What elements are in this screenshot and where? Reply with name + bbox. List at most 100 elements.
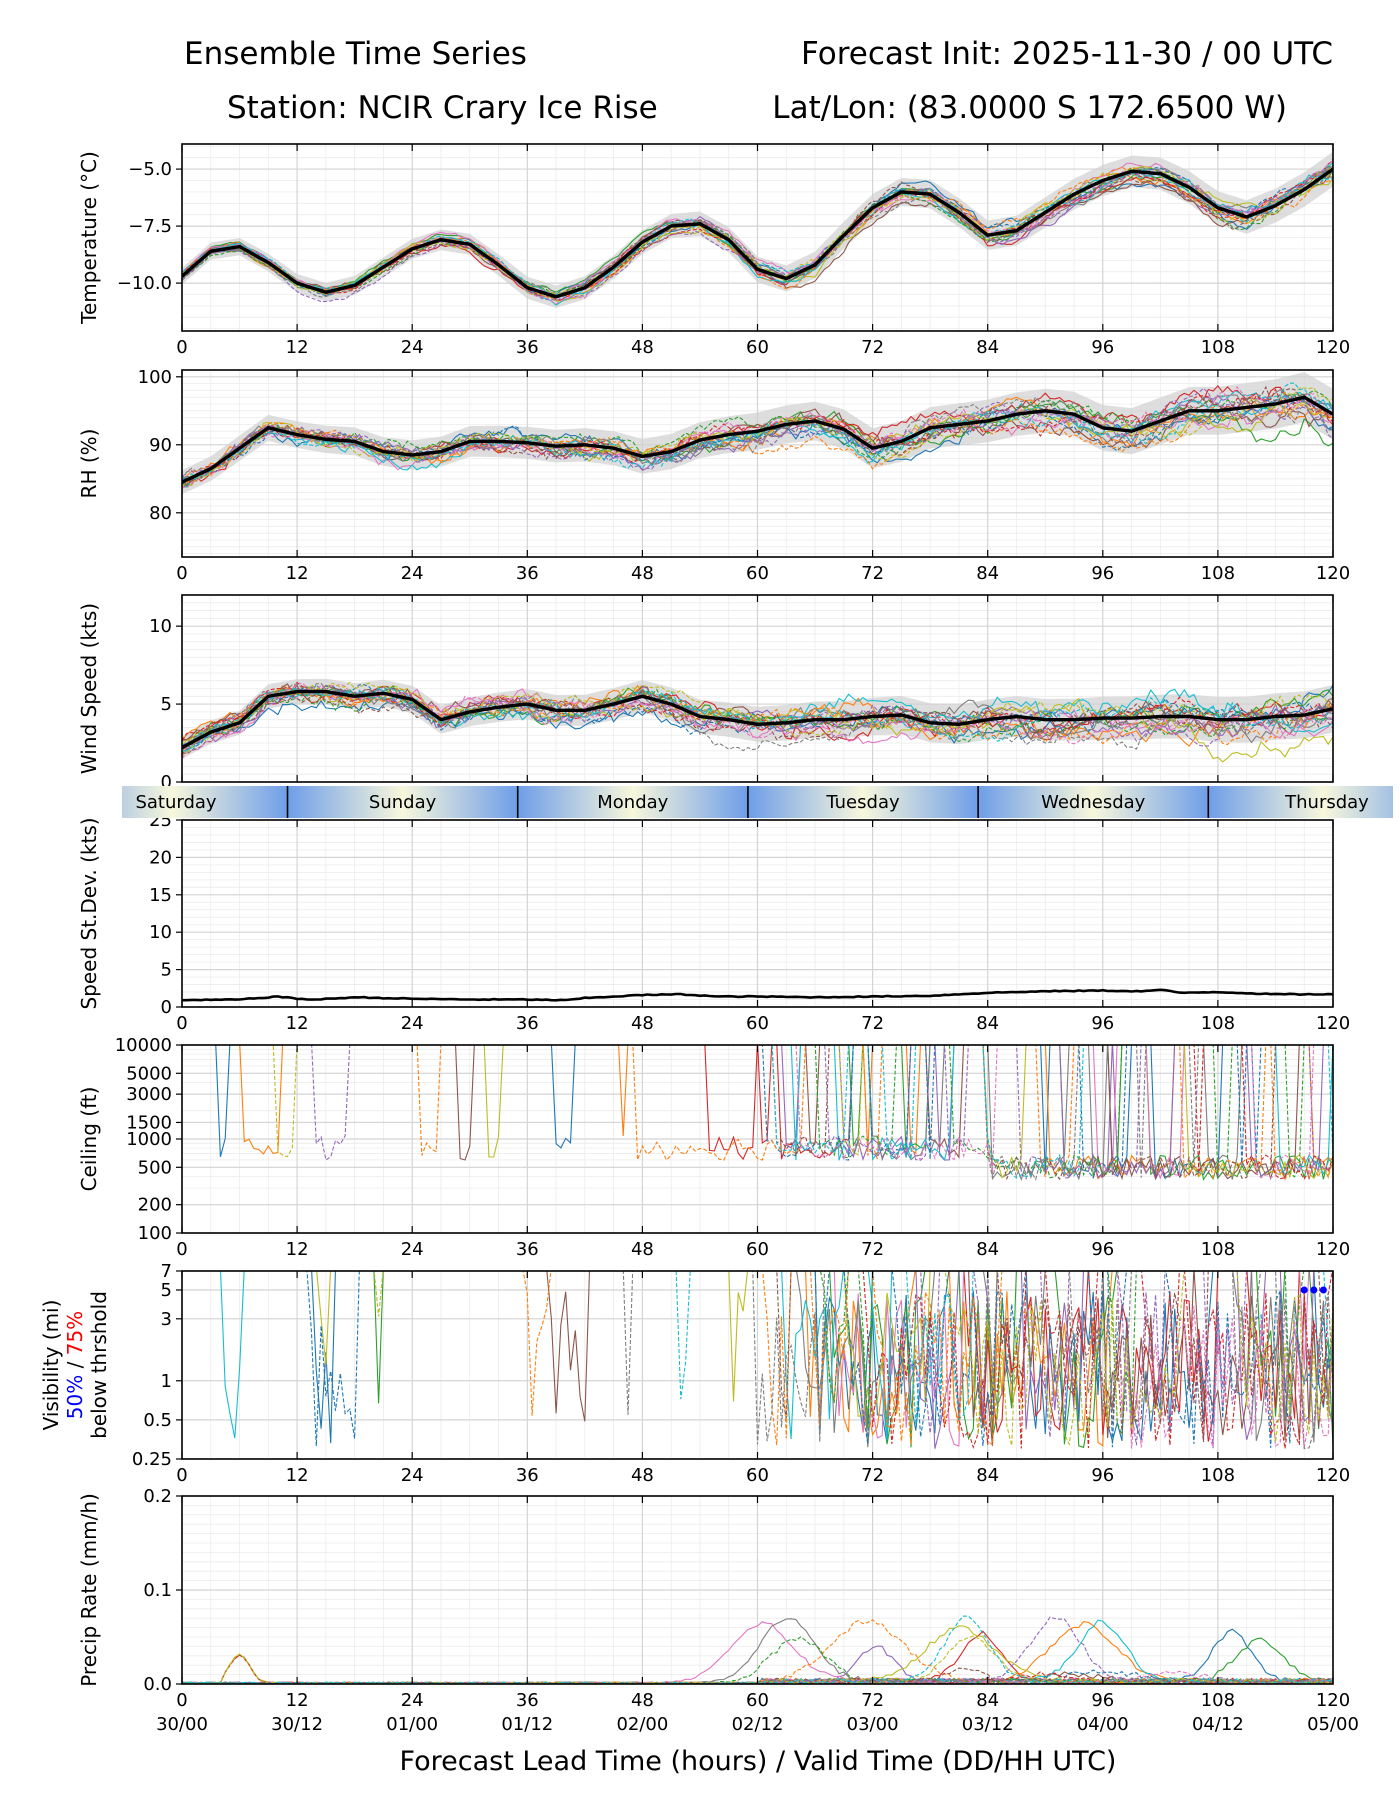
y-axis-label: Temperature (°C) xyxy=(77,151,101,325)
x-tick-label: 120 xyxy=(1316,1239,1350,1260)
member-line xyxy=(373,1271,1333,1447)
x-axis-label: Forecast Lead Time (hours) / Valid Time … xyxy=(400,1746,1117,1777)
y-tick-label: 5 xyxy=(161,1280,172,1301)
panel-rh: 0 12 24 36 48 60 72 84 96 108 120 80 90 100 RH (%) xyxy=(77,367,1350,584)
member-line xyxy=(416,1045,1333,1181)
member-line xyxy=(920,1271,1248,1449)
panel-ceiling: 0 12 24 36 48 60 72 84 96 108 120 100 200 500 10001500… xyxy=(77,1035,1350,1260)
threshold-marker xyxy=(1300,1286,1308,1294)
plot-area-visibility xyxy=(220,1271,1333,1450)
title-right-2: Lat/Lon: (83.0000 S 172.6500 W) xyxy=(772,90,1287,126)
x-tick-label: 120 xyxy=(1316,1690,1350,1711)
panel-visibility: 0 12 24 36 48 60 72 84 96 108 120 0.25 0.5 1 3 57 Visibi… xyxy=(39,1261,1350,1486)
y-tick-label: 7 xyxy=(161,1261,172,1282)
valid-time-label: 05/00 xyxy=(1307,1714,1359,1735)
y-tick-label: 0.25 xyxy=(132,1449,172,1470)
y-tick-label: 20 xyxy=(149,847,172,868)
x-tick-label: 96 xyxy=(1091,1690,1114,1711)
y-tick-label: 3000 xyxy=(126,1084,172,1105)
y-tick-label: 0 xyxy=(161,997,172,1018)
day-band: Saturday Sunday Monday Tuesday Wednesday Thur… xyxy=(122,786,1393,818)
x-tick-label: 108 xyxy=(1201,1239,1235,1260)
day-label: Wednesday xyxy=(1041,792,1146,813)
y-tick-label: 5 xyxy=(161,694,172,715)
stdev-line xyxy=(182,988,1333,1002)
member-line xyxy=(963,1271,1300,1442)
x-tick-label: 96 xyxy=(1091,1013,1114,1034)
plot-area-temperature xyxy=(182,151,1333,308)
threshold-marker xyxy=(1310,1286,1318,1294)
member-line xyxy=(182,167,1333,295)
valid-time-label: 03/12 xyxy=(962,1714,1014,1735)
x-tick-label: 0 xyxy=(176,1690,187,1711)
x-tick-label: 120 xyxy=(1316,563,1350,584)
x-tick-label: 84 xyxy=(976,337,999,358)
x-tick-label: 36 xyxy=(516,337,539,358)
x-tick-label: 84 xyxy=(976,1239,999,1260)
y-tick-label: 0 xyxy=(161,772,172,793)
x-tick-label: 60 xyxy=(746,1465,769,1486)
valid-time-label: 30/00 xyxy=(156,1714,208,1735)
threshold-50-label: 50% xyxy=(63,1375,87,1419)
x-tick-label: 108 xyxy=(1201,1465,1235,1486)
member-line xyxy=(182,382,1333,484)
x-tick-label: 48 xyxy=(631,1690,654,1711)
valid-time-label: 02/00 xyxy=(616,1714,668,1735)
member-line xyxy=(182,687,1333,752)
x-tick-label: 96 xyxy=(1091,1465,1114,1486)
x-tick-label: 12 xyxy=(286,1690,309,1711)
valid-time-label: 01/00 xyxy=(386,1714,438,1735)
day-cell xyxy=(122,786,288,818)
plot-area-speed_stdev xyxy=(182,988,1333,1002)
member-line xyxy=(455,1045,1300,1181)
x-tick-label: 84 xyxy=(976,1690,999,1711)
y-tick-label: 1500 xyxy=(126,1112,172,1133)
valid-time-label: 01/12 xyxy=(501,1714,553,1735)
panel-precip: 0 12 24 36 48 60 72 84 96 108 120 0.0 0.1 0.2 Precip R… xyxy=(77,1486,1350,1711)
member-line xyxy=(182,684,1333,746)
x-tick-label: 24 xyxy=(401,337,424,358)
x-tick-label: 120 xyxy=(1316,337,1350,358)
x-tick-label: 0 xyxy=(176,563,187,584)
day-cell xyxy=(287,786,518,818)
y-tick-label: 1 xyxy=(161,1371,172,1392)
y-axis-label: Precip Rate (mm/h) xyxy=(77,1493,101,1687)
y-tick-label: 100 xyxy=(138,367,172,388)
x-tick-label: 0 xyxy=(176,1013,187,1034)
x-tick-label: 24 xyxy=(401,1465,424,1486)
x-tick-label: 60 xyxy=(746,1013,769,1034)
y-tick-label: 0.0 xyxy=(143,1674,172,1695)
x-tick-label: 72 xyxy=(861,563,884,584)
day-cell xyxy=(978,786,1209,818)
y-axis-label: Speed St.Dev. (kts) xyxy=(77,817,101,1009)
member-line xyxy=(1116,1271,1333,1449)
x-tick-label: 72 xyxy=(861,1690,884,1711)
y-tick-label: 10 xyxy=(149,616,172,637)
panel-temperature: 0 12 24 36 48 60 72 84 96 108 120 −10.0 −7.5 −5.0 Temp… xyxy=(77,143,1350,358)
y-tick-label: 10000 xyxy=(115,1035,172,1056)
member-line xyxy=(182,169,1333,299)
member-line xyxy=(311,1271,1333,1444)
day-cell xyxy=(1208,786,1393,818)
x-tick-label: 36 xyxy=(516,1690,539,1711)
x-tick-label: 72 xyxy=(861,1013,884,1034)
x-tick-label: 84 xyxy=(976,1013,999,1034)
x-tick-label: 48 xyxy=(631,1239,654,1260)
x-tick-label: 36 xyxy=(516,1239,539,1260)
member-line xyxy=(546,1271,1333,1447)
y-tick-label: 10 xyxy=(149,922,172,943)
x-tick-label: 108 xyxy=(1201,1013,1235,1034)
member-line xyxy=(239,1045,1333,1180)
y-tick-label: −5.0 xyxy=(128,159,172,180)
member-line xyxy=(182,396,1333,481)
y-axis-label: RH (%) xyxy=(77,429,101,499)
y-axis-label: Visibility (mi) xyxy=(39,1300,63,1431)
title-left-1: Ensemble Time Series xyxy=(184,36,527,72)
threshold-75-label: 75% xyxy=(63,1311,87,1355)
day-label: Monday xyxy=(597,792,668,813)
x-tick-label: 12 xyxy=(286,337,309,358)
x-tick-label: 0 xyxy=(176,337,187,358)
x-tick-label: 12 xyxy=(286,563,309,584)
